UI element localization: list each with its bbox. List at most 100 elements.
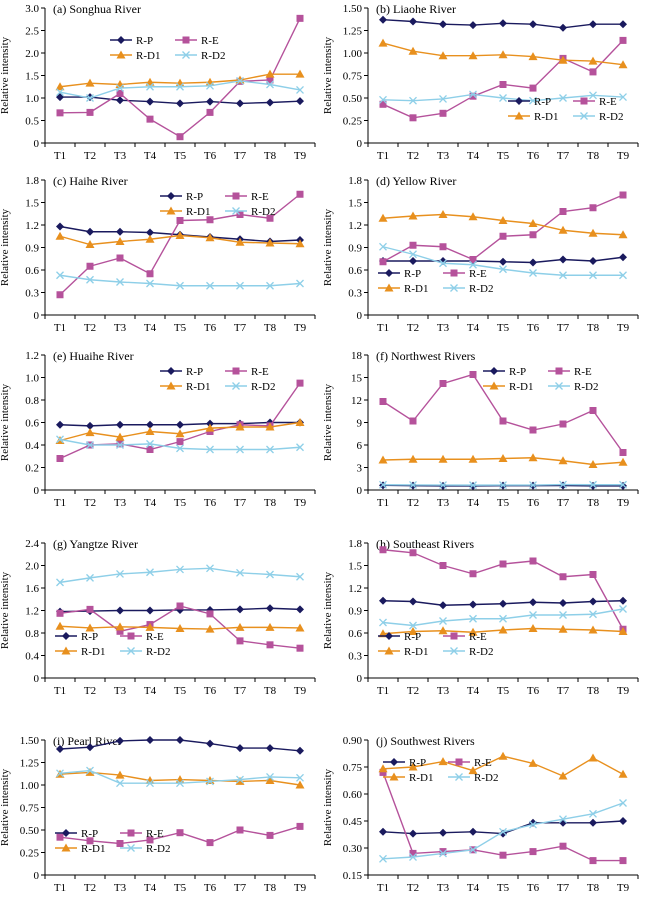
data-point: [589, 407, 597, 414]
x-tick-label: T8: [587, 685, 600, 697]
legend-marker: [232, 382, 240, 390]
data-point: [86, 275, 94, 284]
data-point: [85, 428, 95, 437]
legend-label: R-E: [574, 366, 592, 378]
data-point: [409, 849, 417, 857]
data-point: [529, 598, 537, 607]
data-point: [56, 271, 64, 280]
legend-marker: [127, 829, 135, 837]
data-point: [559, 23, 567, 32]
data-point: [558, 55, 568, 64]
y-tick-label: 0.90: [343, 735, 363, 747]
data-point: [618, 769, 628, 778]
legend-marker: [555, 367, 563, 375]
series-r-d2: [379, 90, 627, 105]
data-point: [379, 854, 387, 863]
legend-marker: [117, 36, 125, 44]
data-point: [206, 610, 214, 618]
y-tick-label: 0.3: [348, 288, 362, 300]
data-point: [469, 827, 477, 836]
data-point: [408, 762, 418, 771]
y-tick-label: 0.6: [25, 265, 39, 277]
legend-marker: [61, 843, 71, 852]
data-point: [175, 231, 185, 239]
legend-marker: [384, 646, 394, 655]
data-point: [499, 232, 507, 240]
data-point: [146, 779, 154, 788]
data-point: [379, 100, 387, 108]
data-point: [408, 211, 418, 220]
data-point: [296, 190, 304, 198]
x-tick-label: T3: [114, 685, 127, 697]
y-tick-label: 1.8: [348, 175, 362, 187]
data-point: [588, 460, 598, 468]
y-tick-label: 0.8: [25, 628, 39, 640]
y-tick-label: 0.50: [20, 825, 40, 837]
x-tick-label: T9: [294, 685, 307, 697]
data-point: [619, 857, 627, 865]
data-point: [116, 736, 124, 745]
data-point: [619, 596, 627, 605]
y-tick-label: 2.5: [25, 26, 39, 38]
data-point: [589, 818, 597, 827]
data-point: [116, 440, 124, 448]
legend-label: R-P: [186, 191, 203, 203]
data-point: [236, 281, 244, 290]
data-point: [619, 20, 627, 29]
series-line: [59, 274, 301, 287]
data-point: [266, 445, 274, 454]
legend-label: R-D2: [251, 206, 275, 218]
data-point: [295, 623, 305, 632]
x-tick-label: T5: [497, 150, 510, 162]
x-tick-label: T9: [617, 497, 630, 509]
data-point: [85, 78, 95, 87]
data-point: [588, 625, 598, 634]
x-tick-label: T5: [174, 882, 187, 894]
series-r-d2: [379, 799, 627, 863]
data-point: [116, 569, 124, 578]
data-point: [56, 222, 64, 231]
data-point: [529, 557, 537, 565]
data-point: [206, 564, 214, 573]
legend-marker: [127, 647, 135, 655]
data-point: [379, 546, 387, 554]
data-point: [145, 427, 155, 435]
data-point: [86, 605, 94, 613]
legend-marker: [455, 758, 463, 766]
legend-label: R-D2: [469, 646, 493, 658]
y-tick-label: 0.9: [25, 243, 39, 255]
data-point: [295, 239, 305, 248]
data-point: [115, 622, 125, 631]
y-tick-label: 1.25: [343, 26, 363, 38]
data-point: [176, 217, 184, 224]
data-point: [409, 114, 417, 122]
data-point: [559, 611, 567, 619]
data-point: [296, 379, 304, 387]
y-tick-label: 1.0: [25, 93, 39, 105]
x-tick-label: T7: [557, 685, 570, 697]
series-r-d1: [378, 751, 628, 780]
data-point: [499, 265, 507, 274]
x-tick-label: T7: [557, 497, 570, 509]
panel-title: (d) Yellow River: [376, 174, 456, 188]
y-tick-label: 1.2: [348, 583, 362, 595]
legend-label: R-P: [409, 757, 426, 769]
y-tick-label: 0.75: [343, 762, 363, 774]
series-r-d1: [378, 210, 628, 239]
legend-marker: [450, 632, 458, 640]
y-tick-label: 15: [351, 373, 363, 385]
y-tick-label: 1.5: [348, 561, 362, 573]
data-point: [295, 69, 305, 78]
data-point: [86, 94, 94, 102]
data-point: [296, 746, 304, 755]
y-tick-label: 3.0: [25, 3, 39, 15]
legend-marker: [514, 111, 524, 120]
data-point: [498, 216, 508, 224]
x-tick-label: T1: [54, 322, 66, 334]
data-point: [56, 109, 64, 117]
legend-label: R-E: [469, 268, 487, 280]
data-point: [499, 417, 507, 425]
data-point: [529, 258, 537, 267]
data-point: [528, 52, 538, 61]
data-point: [409, 597, 417, 606]
